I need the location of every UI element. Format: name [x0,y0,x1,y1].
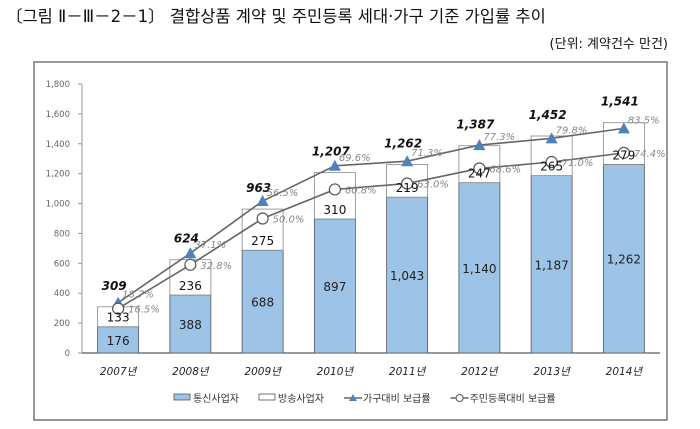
x-tick-label: 2012년 [461,366,499,378]
lines [112,122,630,315]
total-label: 1,452 [529,108,567,122]
x-tick-label: 2013년 [533,366,571,378]
legend-label: 통신사업자 [193,392,239,405]
legend-label: 주민등록대비 보급률 [470,393,556,405]
total-label: 963 [246,181,271,195]
bar-label-telecom: 176 [107,334,130,348]
bar-label-broadcast: 236 [179,279,202,293]
point-circle [401,177,414,190]
legend-label: 방송사업자 [278,392,324,405]
line-household [117,127,624,304]
point-circle [256,212,269,225]
point-triangle [256,195,269,207]
bar-telecom [97,326,140,354]
total-label: 1,387 [456,118,495,132]
bar-telecom [313,218,356,354]
total-label: 1,541 [601,95,639,109]
x-axis-labels: 2007년 2008년 2009년 2010년 2011년 2012년 2013년 2014년 [100,366,643,378]
bar-label-telecom: 388 [179,318,202,332]
y-tick-label: 800 [54,229,70,239]
y-tick-label: 200 [54,319,70,329]
point-triangle [617,122,630,134]
y-tick-label: 1,000 [46,200,70,210]
pct-label-resident: 71.0% [562,158,594,169]
pct-label-household: 77.3% [483,132,515,143]
legend-swatch [173,393,191,401]
y-tick-label: 1,400 [46,140,70,150]
legend-triangle-marker [349,394,357,401]
legend-circle-marker [455,394,464,402]
bar-telecom [458,182,501,354]
bar-label-broadcast: 279 [612,148,635,162]
legend-swatch [258,393,276,401]
pct-label-resident: 32.8% [200,261,232,272]
y-tick-label: 0 [65,349,70,359]
point-circle [328,183,341,196]
bar-telecom [169,294,212,354]
bar-telecom [386,196,429,354]
bar-label-telecom: 1,140 [462,262,496,276]
bar-label-broadcast: 133 [107,311,130,325]
bar-label-telecom: 688 [251,296,274,310]
point-triangle [328,159,341,171]
point-circle [545,155,558,169]
pct-label-household: 56.5% [267,188,299,199]
point-circle [473,162,486,175]
pct-label-resident: 50.0% [273,215,305,226]
total-label: 1,262 [384,136,422,150]
pct-label-household: 69.6% [339,153,371,164]
bar-broadcast [458,145,501,184]
y-tick-label: 1,600 [46,110,70,120]
pct-label-household: 37.1% [194,240,226,251]
bar-label-broadcast: 265 [540,160,563,174]
pct-label-household: 71.3% [411,148,443,159]
bar-telecom [602,164,645,354]
pct-label-household: 18.7% [122,290,154,301]
y-tick-label: 1,800 [46,80,70,90]
point-triangle [401,155,414,167]
legend: 통신사업자 방송사업자 가구대비 보급률 주민등록대비 보급률 [173,392,556,405]
pct-label-resident: 63.0% [417,180,449,191]
point-circle [112,302,125,315]
x-tick-label: 2014년 [606,366,644,378]
bar-telecom [530,175,573,354]
pct-label-household: 83.5% [628,115,660,126]
bar-label-telecom: 1,262 [607,253,641,267]
chart-subtitle: (단위: 계약건수 만건) [550,37,668,52]
point-circle [617,146,630,159]
total-label: 1,207 [312,145,351,159]
bar-label-telecom: 897 [323,280,346,294]
bar-label-broadcast: 275 [251,234,274,248]
pct-label-resident: 68.6% [489,164,521,175]
x-tick-label: 2007년 [100,366,138,378]
pct-label-resident: 16.5% [128,305,160,316]
bar-label-telecom: 1,187 [534,258,568,272]
chart-title: 〔그림 Ⅱ－Ⅲ－2－1〕 결합상품 계약 및 주민등록 세대·가구 기준 가입률… [6,7,546,26]
bar-label-broadcast: 219 [396,181,419,195]
bar-label-broadcast: 247 [468,167,491,181]
x-tick-label: 2009년 [244,366,282,378]
data-labels: 176 133 309 388 236 624 688 275 963 897 310 1,207 1,… [102,95,666,348]
x-tick-label: 2010년 [317,366,355,378]
x-tick-label: 2011년 [389,366,427,378]
point-triangle [473,139,486,151]
point-triangle [545,132,558,144]
legend-label: 가구대비 보급률 [363,393,431,405]
y-tick-label: 400 [54,289,70,299]
x-tick-label: 2008년 [172,366,210,378]
bar-label-broadcast: 310 [323,203,346,217]
pct-label-resident: 60.8% [345,185,377,196]
y-tick-label: 600 [54,259,70,269]
bar-label-telecom: 1,043 [390,269,424,283]
total-label: 624 [174,232,199,246]
total-label: 309 [102,279,127,293]
pct-label-household: 79.8% [556,125,588,136]
line-resident [117,152,624,310]
y-tick-label: 1,200 [46,170,70,180]
point-circle [184,258,197,271]
bar-telecom [241,249,284,354]
point-triangle [184,247,197,259]
pct-label-resident: 74.4% [634,149,666,160]
